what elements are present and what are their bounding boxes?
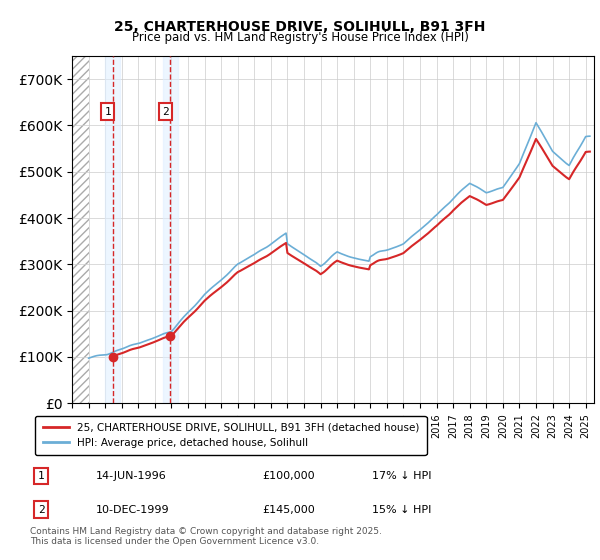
- Text: Contains HM Land Registry data © Crown copyright and database right 2025.
This d: Contains HM Land Registry data © Crown c…: [30, 526, 382, 546]
- Text: 25, CHARTERHOUSE DRIVE, SOLIHULL, B91 3FH: 25, CHARTERHOUSE DRIVE, SOLIHULL, B91 3F…: [115, 20, 485, 34]
- Text: 14-JUN-1996: 14-JUN-1996: [96, 471, 167, 481]
- Bar: [105, 56, 120, 403]
- Text: 1: 1: [104, 106, 111, 116]
- Text: 2: 2: [38, 505, 44, 515]
- Text: £100,000: £100,000: [262, 471, 314, 481]
- Text: 15% ↓ HPI: 15% ↓ HPI: [372, 505, 431, 515]
- Text: 10-DEC-1999: 10-DEC-1999: [96, 505, 170, 515]
- Text: Price paid vs. HM Land Registry's House Price Index (HPI): Price paid vs. HM Land Registry's House …: [131, 31, 469, 44]
- Text: 1: 1: [38, 471, 44, 481]
- Bar: [163, 56, 178, 403]
- Text: 17% ↓ HPI: 17% ↓ HPI: [372, 471, 432, 481]
- Legend: 25, CHARTERHOUSE DRIVE, SOLIHULL, B91 3FH (detached house), HPI: Average price, : 25, CHARTERHOUSE DRIVE, SOLIHULL, B91 3F…: [35, 416, 427, 455]
- Text: £145,000: £145,000: [262, 505, 314, 515]
- Bar: [72, 56, 89, 403]
- Bar: [72, 56, 89, 403]
- Text: 2: 2: [162, 106, 169, 116]
